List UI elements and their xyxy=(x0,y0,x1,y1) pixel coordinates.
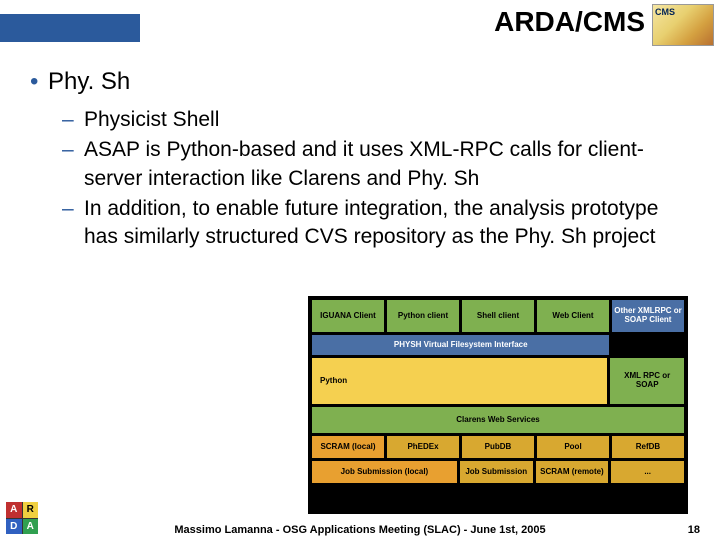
diagram-box: SCRAM (remote) xyxy=(536,461,609,483)
cms-logo xyxy=(652,4,714,46)
diagram-box: Web Client xyxy=(537,300,609,332)
diagram-row-services2: Job Submission (local) Job Submission SC… xyxy=(312,461,684,483)
diagram-box: Job Submission xyxy=(460,461,533,483)
arda-logo-cell: R xyxy=(23,502,39,518)
diagram-box: Shell client xyxy=(462,300,534,332)
diagram-spacer xyxy=(612,335,684,355)
diagram-box: Python client xyxy=(387,300,459,332)
diagram-box: Python xyxy=(312,358,607,404)
diagram-box: Pool xyxy=(537,436,609,458)
slide-title: ARDA/CMS xyxy=(494,6,645,38)
diagram-row-clarens: Clarens Web Services xyxy=(312,407,684,433)
sub-bullet-list: Physicist Shell ASAP is Python-based and… xyxy=(30,106,690,252)
diagram-row-clients: IGUANA Client Python client Shell client… xyxy=(312,300,684,332)
page-number: 18 xyxy=(688,524,700,536)
diagram-box: PhEDEx xyxy=(387,436,459,458)
sub-bullet: In addition, to enable future integratio… xyxy=(84,195,690,252)
header: ARDA/CMS xyxy=(0,0,720,50)
diagram-box: Job Submission (local) xyxy=(312,461,457,483)
diagram-box: IGUANA Client xyxy=(312,300,384,332)
header-stripe xyxy=(0,14,140,42)
arda-logo-cell: A xyxy=(6,502,22,518)
sub-bullet: ASAP is Python-based and it uses XML-RPC… xyxy=(84,136,690,193)
diagram-box: SCRAM (local) xyxy=(312,436,384,458)
diagram-row-services1: SCRAM (local) PhEDEx PubDB Pool RefDB xyxy=(312,436,684,458)
diagram-box: XML RPC or SOAP xyxy=(610,358,684,404)
diagram-box: RefDB xyxy=(612,436,684,458)
footer-text: Massimo Lamanna - OSG Applications Meeti… xyxy=(0,524,720,536)
diagram-box: PubDB xyxy=(462,436,534,458)
diagram-box: Clarens Web Services xyxy=(312,407,684,433)
diagram-box: ... xyxy=(611,461,684,483)
diagram-row-python: Python XML RPC or SOAP xyxy=(312,358,684,404)
main-bullet: Phy. Sh xyxy=(30,68,690,96)
content-area: Phy. Sh Physicist Shell ASAP is Python-b… xyxy=(0,50,720,252)
sub-bullet: Physicist Shell xyxy=(84,106,690,134)
diagram-row-physh: PHYSH Virtual Filesystem Interface xyxy=(312,335,684,355)
diagram-box: Other XMLRPC or SOAP Client xyxy=(612,300,684,332)
diagram-box: PHYSH Virtual Filesystem Interface xyxy=(312,335,609,355)
architecture-diagram: IGUANA Client Python client Shell client… xyxy=(308,296,688,514)
